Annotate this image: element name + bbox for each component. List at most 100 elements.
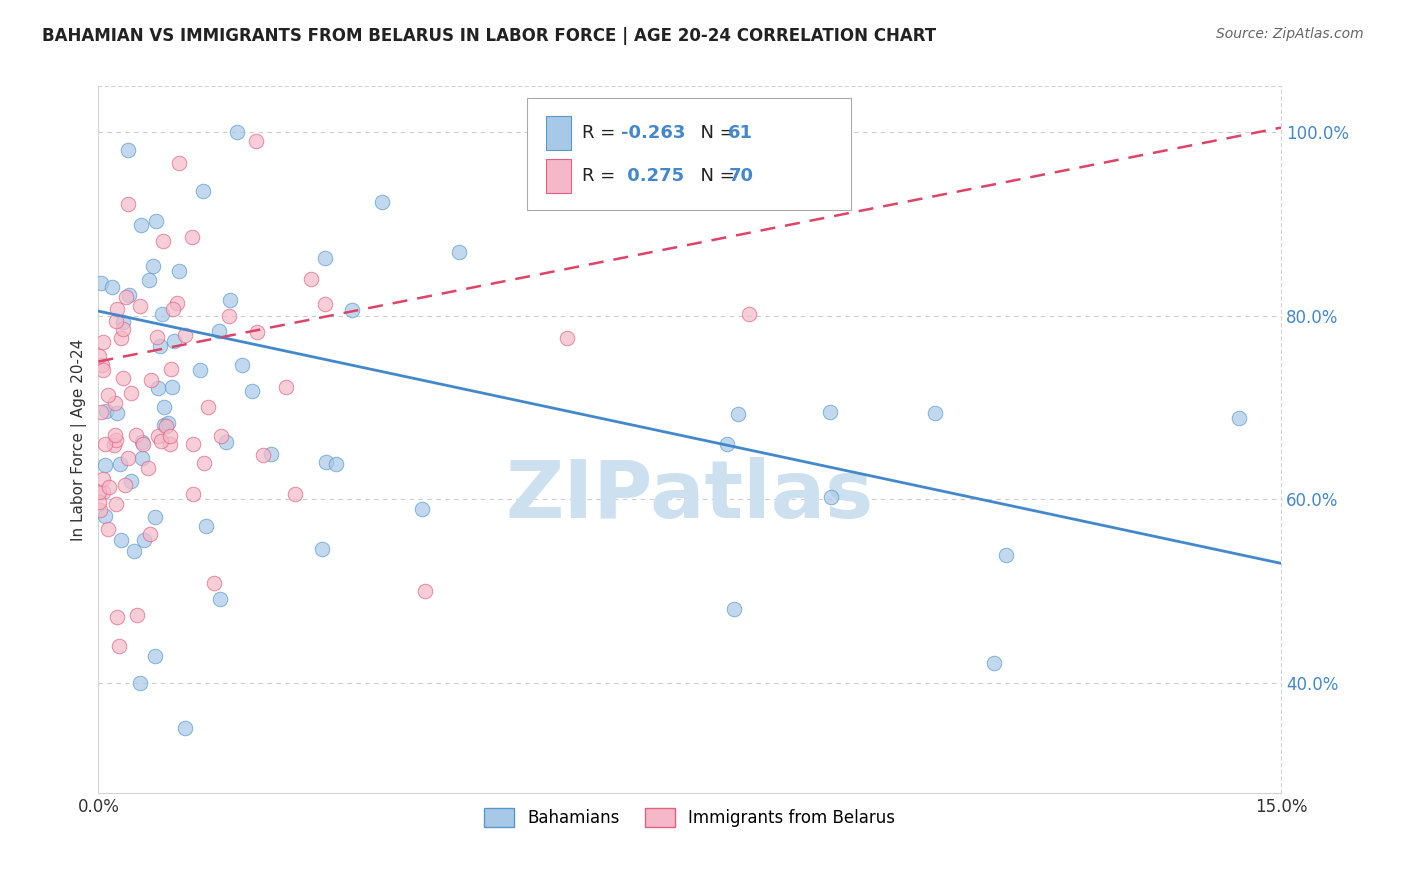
Point [555,331,578,345]
Point [115,290,138,304]
Point [138,460,160,475]
Point [167,264,190,278]
Point [225,125,247,139]
Point [108,639,131,653]
Point [194,519,217,533]
Point [180,229,202,244]
Point [132,533,155,548]
Point [727,407,749,421]
Point [716,436,738,450]
Text: R =: R = [582,168,621,186]
Text: N =: N = [689,124,741,143]
Point [174,722,197,736]
Point [311,541,333,556]
Text: R =: R = [582,124,621,143]
Point [818,405,841,419]
Text: 61: 61 [728,124,754,143]
Point [89,502,111,516]
Point [820,490,842,504]
Point [145,509,167,524]
Point [245,325,267,339]
Point [737,307,759,321]
Point [276,380,298,394]
Point [101,280,124,294]
Point [259,447,281,461]
Point [202,576,225,591]
Point [118,287,141,301]
Point [94,403,117,417]
Point [94,458,117,473]
Point [110,331,132,345]
Point [91,363,114,377]
Point [105,497,128,511]
Point [131,450,153,465]
Point [110,533,132,548]
Point [91,472,114,486]
Point [153,400,176,414]
Point [188,363,211,377]
Point [112,370,135,384]
Text: BAHAMIAN VS IMMIGRANTS FROM BELARUS IN LABOR FORCE | AGE 20-24 CORRELATION CHART: BAHAMIAN VS IMMIGRANTS FROM BELARUS IN L… [42,27,936,45]
Point [215,435,238,450]
Point [125,428,148,442]
Point [104,395,127,409]
Point [89,485,111,500]
Point [157,416,180,430]
Point [1227,410,1250,425]
Point [131,435,153,450]
Point [723,601,745,615]
Point [924,406,946,420]
Point [90,405,112,419]
Point [252,448,274,462]
Point [97,480,120,494]
Point [132,437,155,451]
Point [91,484,114,499]
Point [128,676,150,690]
Point [995,548,1018,562]
Point [155,419,177,434]
Point [138,527,160,541]
Point [160,380,183,394]
Point [284,487,307,501]
Point [245,135,267,149]
Point [153,418,176,433]
Point [141,373,163,387]
Point [207,324,229,338]
Point [91,335,114,350]
Point [181,487,204,501]
Point [138,273,160,287]
Point [661,148,683,162]
Point [97,522,120,536]
Point [174,327,197,342]
Point [112,314,135,328]
Point [91,359,114,373]
Point [314,297,336,311]
Y-axis label: In Labor Force | Age 20-24: In Labor Force | Age 20-24 [72,338,87,541]
Point [790,190,813,204]
Legend: Bahamians, Immigrants from Belarus: Bahamians, Immigrants from Belarus [478,801,901,834]
Point [90,276,112,290]
Point [411,502,433,516]
Point [152,234,174,248]
Point [114,478,136,492]
Point [162,334,184,349]
Point [103,438,125,452]
Point [371,194,394,209]
Point [142,259,165,273]
Point [94,436,117,450]
Point [89,494,111,508]
Point [208,591,231,606]
Point [104,428,127,442]
Point [197,401,219,415]
Point [146,330,169,344]
Point [150,434,173,448]
Point [181,437,204,451]
Point [149,339,172,353]
Text: 0.275: 0.275 [621,168,685,186]
Point [97,388,120,402]
Point [162,301,184,316]
Point [105,406,128,420]
Point [111,322,134,336]
Text: -0.263: -0.263 [621,124,686,143]
Point [449,245,471,260]
